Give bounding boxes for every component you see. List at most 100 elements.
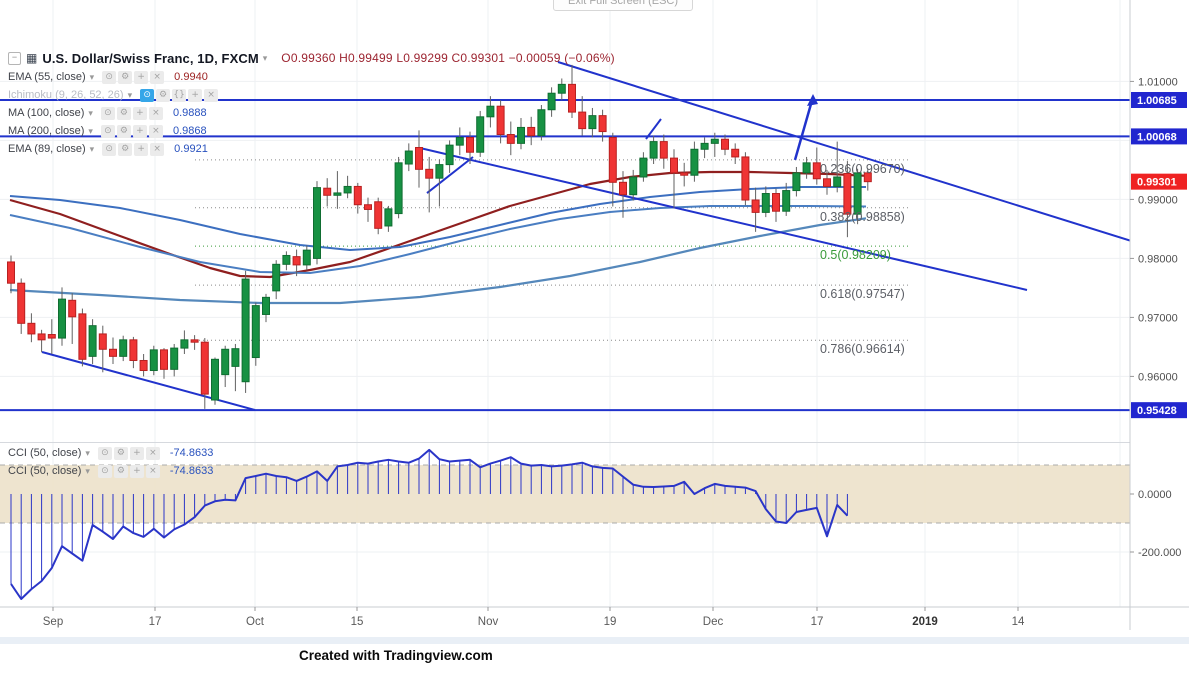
svg-text:0.5(0.98209): 0.5(0.98209)	[820, 248, 891, 262]
svg-text:-200.000: -200.000	[1138, 547, 1181, 559]
chart-style-icon[interactable]: ▦	[26, 51, 38, 65]
candle	[313, 187, 321, 259]
close-icon[interactable]: ×	[150, 70, 165, 84]
price-badge	[1131, 128, 1187, 145]
candle	[7, 261, 15, 284]
svg-text:15: 15	[351, 616, 364, 628]
candle	[333, 192, 342, 196]
eye-icon[interactable]: ⊙	[97, 446, 112, 460]
chevron-down-icon[interactable]: ▾	[127, 89, 133, 100]
candle	[200, 341, 209, 395]
close-icon[interactable]: ×	[148, 124, 163, 138]
fibonacci-labels: 0.236(0.99670) 0.382(0.98858) 0.5(0.98209)…	[820, 162, 905, 356]
candle	[374, 201, 383, 229]
svg-text:0.95428: 0.95428	[1137, 405, 1177, 417]
close-icon[interactable]: ×	[148, 106, 163, 120]
svg-text:0.0000: 0.0000	[1138, 489, 1172, 501]
plus-icon[interactable]: +	[134, 142, 149, 156]
close-icon[interactable]: ×	[204, 88, 219, 102]
candle	[517, 126, 525, 144]
trendlines[interactable]	[41, 61, 1187, 411]
candle	[629, 176, 638, 196]
candle	[78, 313, 87, 360]
chevron-down-icon[interactable]: ▾	[89, 71, 95, 82]
svg-text:0.99301: 0.99301	[1137, 177, 1177, 189]
gear-icon[interactable]: ⚙	[118, 70, 133, 84]
indicator-label[interactable]: CCI (50, close)	[8, 447, 82, 459]
candle	[802, 162, 811, 174]
chevron-down-icon[interactable]: ▾	[85, 447, 90, 458]
eye-icon[interactable]: ⊙	[102, 70, 117, 84]
gear-icon[interactable]: ⚙	[113, 446, 128, 460]
eye-icon[interactable]: ⊙	[102, 142, 117, 156]
candle	[139, 359, 148, 372]
indicator-row: MA (100, close) ▾ ⊙ ⚙ + × 0.9888	[8, 104, 615, 122]
svg-text:14: 14	[1012, 616, 1025, 628]
indicator-label[interactable]: Ichimoku (9, 26, 52, 26)	[8, 89, 124, 101]
gear-icon[interactable]: ⚙	[156, 88, 171, 102]
indicator-label[interactable]: MA (100, close)	[8, 107, 85, 119]
cci-legend: CCI (50, close) ▾ ⊙ ⚙ + × -74.8633 CCI (50, clo…	[8, 444, 213, 480]
candle	[843, 172, 852, 215]
candle	[47, 334, 56, 339]
candle	[272, 263, 281, 292]
candle	[598, 115, 607, 133]
collapse-legend-icon[interactable]: −	[8, 51, 21, 65]
chevron-down-icon[interactable]: ▾	[85, 465, 90, 476]
svg-text:Oct: Oct	[246, 616, 265, 628]
eye-icon[interactable]: ⊙	[97, 464, 112, 478]
gear-icon[interactable]: ⚙	[113, 464, 128, 478]
fibonacci-levels	[195, 159, 908, 341]
plus-icon[interactable]: +	[129, 446, 144, 460]
svg-text:19: 19	[604, 616, 617, 628]
plus-icon[interactable]: +	[132, 106, 147, 120]
candle	[88, 325, 97, 357]
eye-icon[interactable]: ⊙	[100, 124, 115, 138]
candle	[119, 339, 128, 357]
chevron-down-icon[interactable]: ▾	[88, 107, 93, 118]
svg-text:0.236(0.99670): 0.236(0.99670)	[820, 162, 905, 176]
time-axis[interactable]: Sep 17 Oct 15 Nov 19 Dec 17 2019 14	[0, 606, 1189, 628]
candle	[588, 115, 597, 130]
indicator-label[interactable]: MA (200, close)	[8, 125, 85, 137]
candle	[466, 136, 474, 153]
indicator-label[interactable]: EMA (55, close)	[8, 71, 86, 83]
close-icon[interactable]: ×	[150, 142, 165, 156]
indicator-label[interactable]: EMA (89, close)	[8, 143, 86, 155]
braces-icon[interactable]: {}	[172, 88, 187, 102]
eye-icon[interactable]: ⊙	[100, 106, 115, 120]
chevron-down-icon[interactable]: ▾	[262, 52, 268, 63]
indicator-value: 0.9868	[172, 125, 207, 137]
candle	[751, 199, 760, 213]
gear-icon[interactable]: ⚙	[118, 142, 133, 156]
indicator-value: 0.9921	[174, 143, 208, 155]
candle	[404, 150, 413, 165]
candle	[833, 176, 842, 187]
close-icon[interactable]: ×	[145, 446, 160, 460]
cci-line	[10, 448, 849, 600]
chevron-down-icon[interactable]: ▾	[88, 125, 93, 136]
exit-fullscreen-button[interactable]: Exit Full Screen (ESC)	[553, 0, 693, 11]
gear-icon[interactable]: ⚙	[116, 106, 131, 120]
indicator-label[interactable]: CCI (50, close)	[8, 465, 82, 477]
chevron-down-icon[interactable]: ▾	[89, 143, 95, 154]
up-arrow-annotation[interactable]	[793, 93, 818, 161]
plus-icon[interactable]: +	[134, 70, 149, 84]
candle	[670, 157, 678, 174]
indicator-row: Ichimoku (9, 26, 52, 26) ▾ ⊙ ⚙{} + ×	[8, 86, 615, 104]
candle	[608, 136, 617, 183]
candle	[823, 178, 831, 187]
price-axis[interactable]: 1.01000 0.99000 0.98000 0.97000 0.96000 1.006…	[1129, 0, 1189, 630]
candle	[700, 142, 709, 150]
plus-icon[interactable]: +	[132, 124, 147, 138]
plus-icon[interactable]: +	[188, 88, 203, 102]
gear-icon[interactable]: ⚙	[116, 124, 131, 138]
plus-icon[interactable]: +	[129, 464, 144, 478]
candle	[578, 111, 587, 130]
candle	[557, 83, 566, 94]
eye-icon[interactable]: ⊙	[140, 88, 155, 102]
close-icon[interactable]: ×	[145, 464, 160, 478]
symbol-title[interactable]: U.S. Dollar/Swiss Franc, 1D, FXCM	[42, 50, 259, 66]
candle	[364, 204, 372, 210]
